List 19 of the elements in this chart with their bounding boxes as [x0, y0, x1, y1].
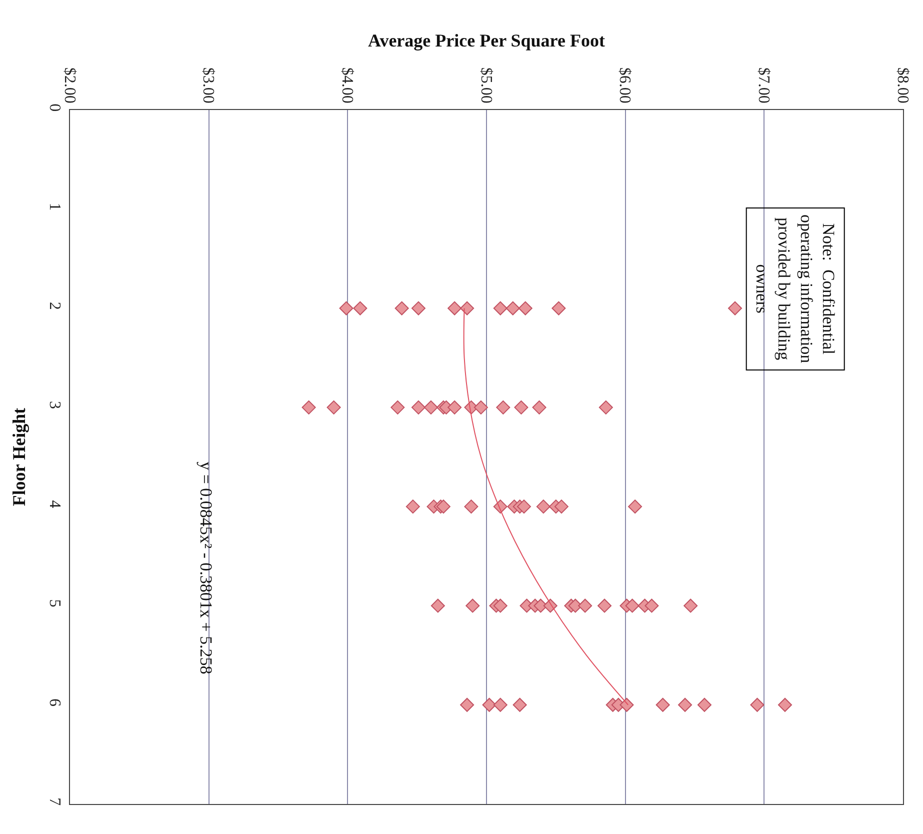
x-tick-label: $3.00	[200, 67, 217, 104]
y-tick-label: 0	[46, 104, 63, 112]
y-tick-label: 3	[46, 401, 63, 410]
x-tick-label: $2.00	[60, 67, 78, 104]
y-tick-label: 1	[46, 202, 63, 211]
x-tick-label: $4.00	[338, 67, 356, 104]
x-tick-label: $5.00	[477, 67, 494, 104]
y-axis-title: Floor Height	[9, 408, 29, 506]
x-tick-label: $8.00	[894, 67, 911, 104]
y-tick-label: 5	[46, 599, 63, 608]
annotation: Note: Confidential operating information provided by building owners	[752, 214, 838, 364]
y-tick-label: 4	[46, 500, 63, 508]
x-axis-title: Average Price Per Square Foot	[368, 30, 605, 51]
annotation: y = 0.0845x² - 0.3801x + 5.258	[196, 462, 216, 674]
y-tick-label: 6	[46, 698, 63, 706]
x-tick-label: $7.00	[754, 67, 772, 104]
y-tick-label: 7	[46, 798, 63, 806]
x-tick-label: $6.00	[616, 67, 634, 104]
y-tick-label: 2	[46, 302, 63, 310]
